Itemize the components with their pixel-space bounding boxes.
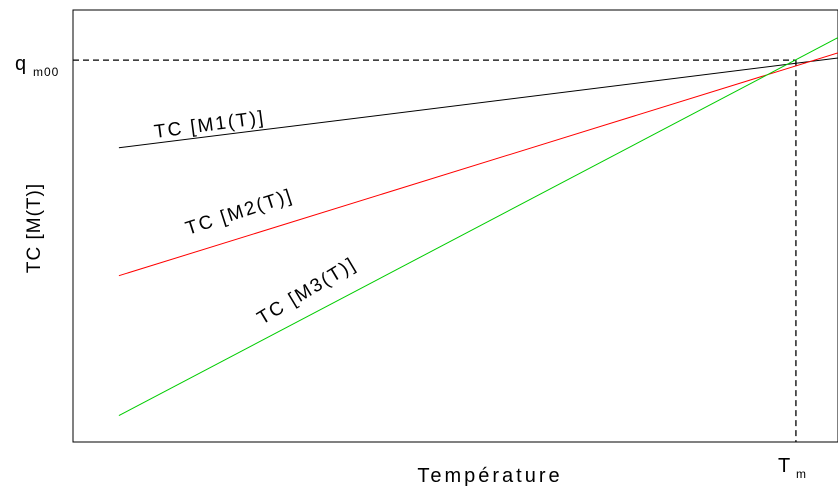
y-axis-label: TC [M(T)] — [24, 183, 45, 273]
series-line-m1 — [119, 58, 838, 148]
x-tick-label: T m — [778, 455, 807, 481]
x-axis-label: Température — [417, 465, 562, 487]
series-line-m2 — [119, 53, 838, 276]
series-label-m1: TC [M1(T)] — [153, 107, 267, 143]
series-label-m3: TC [M3(T)] — [254, 254, 361, 330]
y-tick-label: q m00 — [15, 53, 59, 79]
x-tick-sub: m — [796, 467, 807, 481]
x-tick-main: T — [778, 455, 790, 477]
series-label-m2: TC [M2(T)] — [183, 185, 296, 240]
y-tick-main: q — [15, 53, 26, 75]
y-tick-sub: m00 — [33, 65, 59, 79]
